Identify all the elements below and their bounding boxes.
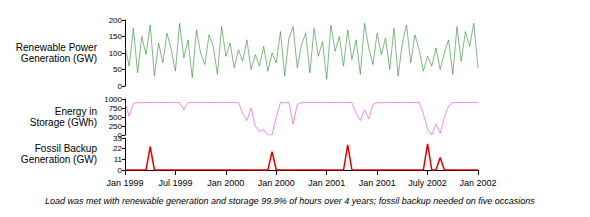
svg-text:33: 33 <box>113 134 122 143</box>
svg-text:Jan 2001: Jan 2001 <box>359 178 396 188</box>
svg-text:1000: 1000 <box>104 95 122 104</box>
svg-text:500: 500 <box>109 113 123 122</box>
svg-text:Jan 1999: Jan 1999 <box>106 178 143 188</box>
svg-text:100: 100 <box>109 49 123 58</box>
svg-text:July 2002: July 2002 <box>408 178 447 188</box>
svg-text:200: 200 <box>109 16 123 25</box>
svg-text:Jan 2000: Jan 2000 <box>258 178 295 188</box>
svg-text:Jan 2001: Jan 2001 <box>308 178 345 188</box>
svg-text:Jul 1999: Jul 1999 <box>158 178 192 188</box>
svg-text:750: 750 <box>109 104 123 113</box>
svg-text:Fossil Backup: Fossil Backup <box>35 143 98 154</box>
svg-text:11: 11 <box>114 155 123 164</box>
svg-text:Storage (GWh): Storage (GWh) <box>30 117 97 128</box>
svg-text:Renewable Power: Renewable Power <box>16 42 98 53</box>
svg-text:22: 22 <box>113 144 122 153</box>
svg-text:Energy in: Energy in <box>55 106 97 117</box>
svg-text:50: 50 <box>113 65 122 74</box>
svg-text:0: 0 <box>118 166 123 175</box>
svg-text:150: 150 <box>109 32 123 41</box>
svg-text:250: 250 <box>109 122 123 131</box>
svg-text:Jan 2000: Jan 2000 <box>207 178 244 188</box>
svg-text:Load was met with renewable ge: Load was met with renewable generation a… <box>45 196 535 206</box>
svg-text:Generation (GW): Generation (GW) <box>21 53 97 64</box>
svg-text:Jan 2002: Jan 2002 <box>459 178 496 188</box>
svg-text:0: 0 <box>118 82 123 91</box>
svg-text:Generation (GW): Generation (GW) <box>21 154 97 165</box>
